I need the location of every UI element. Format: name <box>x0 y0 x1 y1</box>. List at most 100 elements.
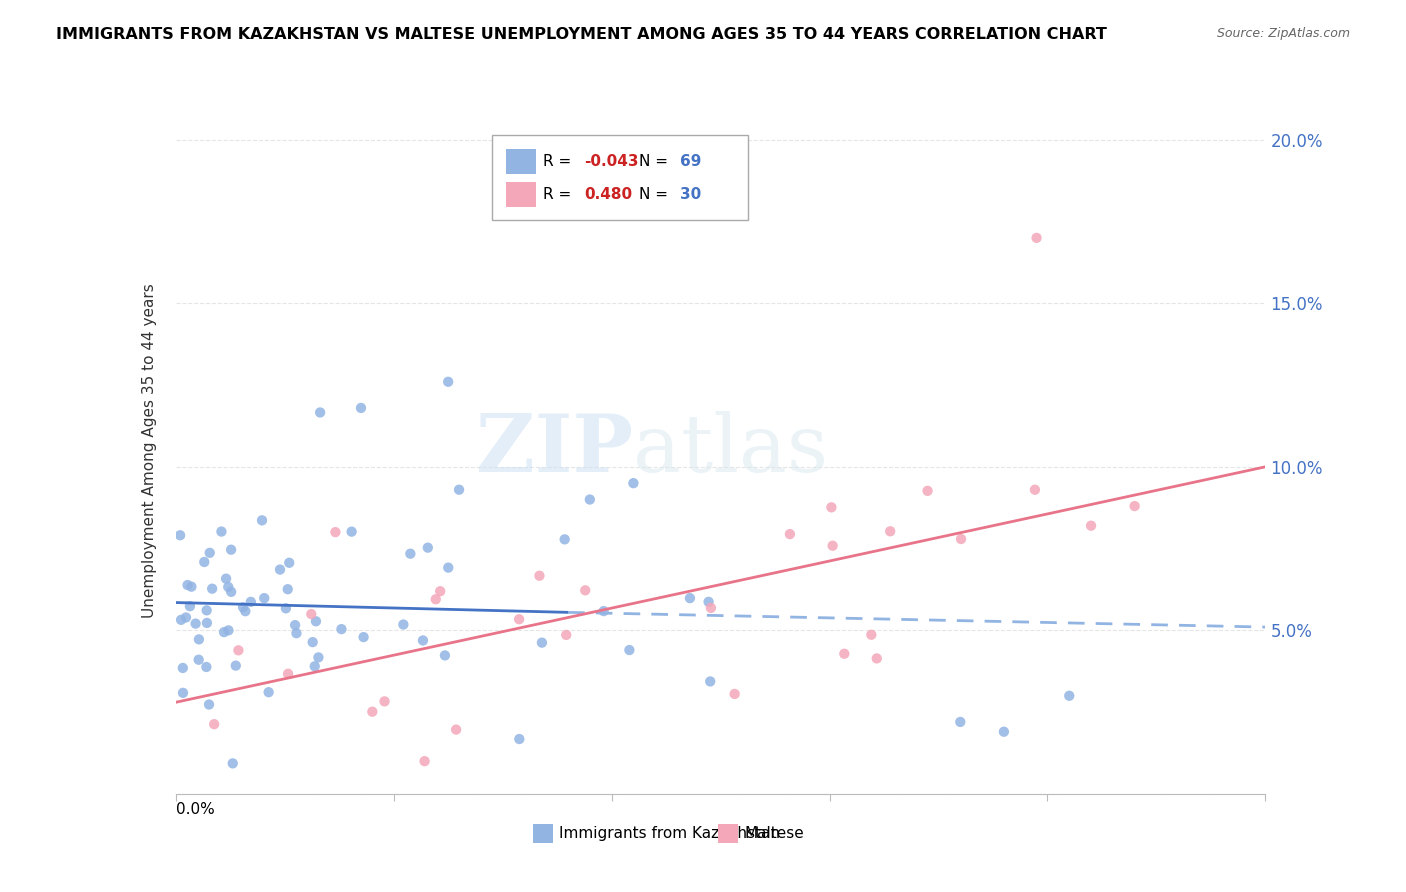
Point <box>437 560 460 574</box>
Point <box>195 603 218 617</box>
Point <box>217 580 239 594</box>
Point <box>820 500 842 515</box>
Text: N =: N = <box>638 153 672 169</box>
Point <box>1057 689 1080 703</box>
Point <box>425 592 447 607</box>
Point <box>305 614 328 628</box>
Point <box>202 717 225 731</box>
Point <box>274 601 297 615</box>
Point <box>198 546 221 560</box>
Text: R =: R = <box>543 186 576 202</box>
Point <box>232 600 254 615</box>
Point <box>284 618 307 632</box>
Point <box>554 533 576 547</box>
Text: -0.043: -0.043 <box>585 153 638 169</box>
Point <box>834 647 856 661</box>
Point <box>235 604 257 618</box>
Point <box>555 628 578 642</box>
Point <box>699 674 721 689</box>
Point <box>187 653 209 667</box>
Point <box>574 583 596 598</box>
Point <box>340 524 363 539</box>
Point <box>209 524 232 539</box>
Point <box>307 650 329 665</box>
Point <box>184 616 207 631</box>
Text: 0.0%: 0.0% <box>176 802 215 817</box>
FancyBboxPatch shape <box>492 135 748 220</box>
Point <box>412 633 434 648</box>
Point <box>821 539 844 553</box>
Text: Source: ZipAtlas.com: Source: ZipAtlas.com <box>1216 27 1350 40</box>
Point <box>508 612 530 626</box>
Text: Maltese: Maltese <box>745 826 804 841</box>
FancyBboxPatch shape <box>506 182 537 207</box>
Point <box>416 541 439 555</box>
Y-axis label: Unemployment Among Ages 35 to 44 years: Unemployment Among Ages 35 to 44 years <box>142 283 157 618</box>
Point <box>529 568 551 582</box>
Point <box>399 547 422 561</box>
Point <box>170 613 193 627</box>
Point <box>429 584 451 599</box>
Point <box>950 532 973 546</box>
Point <box>353 630 375 644</box>
Point <box>530 635 553 649</box>
Point <box>1080 518 1102 533</box>
Point <box>361 705 384 719</box>
Point <box>579 492 602 507</box>
Point <box>325 525 347 540</box>
Point <box>222 756 245 771</box>
Point <box>697 595 720 609</box>
Point <box>187 632 209 647</box>
Point <box>225 658 247 673</box>
Point <box>195 615 218 630</box>
Point <box>1025 231 1047 245</box>
Point <box>212 625 235 640</box>
Text: 0.480: 0.480 <box>585 186 633 202</box>
Point <box>201 582 224 596</box>
Point <box>860 628 883 642</box>
Point <box>679 591 702 606</box>
Point <box>866 651 889 665</box>
Text: 69: 69 <box>681 153 702 169</box>
Point <box>993 724 1015 739</box>
Point <box>1024 483 1046 497</box>
Point <box>724 687 747 701</box>
Point <box>250 513 273 527</box>
FancyBboxPatch shape <box>718 824 738 843</box>
Point <box>180 580 202 594</box>
FancyBboxPatch shape <box>533 824 553 843</box>
Point <box>285 626 308 640</box>
Point <box>621 476 644 491</box>
Point <box>278 556 301 570</box>
Point <box>437 375 460 389</box>
Point <box>176 578 198 592</box>
Point <box>373 694 395 708</box>
Point <box>508 732 530 747</box>
Point <box>592 604 614 618</box>
Point <box>309 405 332 419</box>
Point <box>304 659 326 673</box>
Point <box>257 685 280 699</box>
Point <box>1123 499 1146 513</box>
Point <box>917 483 939 498</box>
Point <box>172 661 194 675</box>
Point <box>619 643 641 657</box>
Text: R =: R = <box>543 153 576 169</box>
FancyBboxPatch shape <box>506 149 537 174</box>
Text: 30: 30 <box>681 186 702 202</box>
Point <box>879 524 901 539</box>
Point <box>169 528 191 542</box>
Point <box>217 624 239 638</box>
Point <box>949 714 972 729</box>
Point <box>172 686 194 700</box>
Point <box>179 599 201 614</box>
Point <box>219 585 242 599</box>
Point <box>269 563 291 577</box>
Point <box>228 643 250 657</box>
Point <box>433 648 456 663</box>
Point <box>700 601 723 615</box>
Point <box>301 635 323 649</box>
Point <box>392 617 415 632</box>
Point <box>447 483 470 497</box>
Point <box>215 572 238 586</box>
